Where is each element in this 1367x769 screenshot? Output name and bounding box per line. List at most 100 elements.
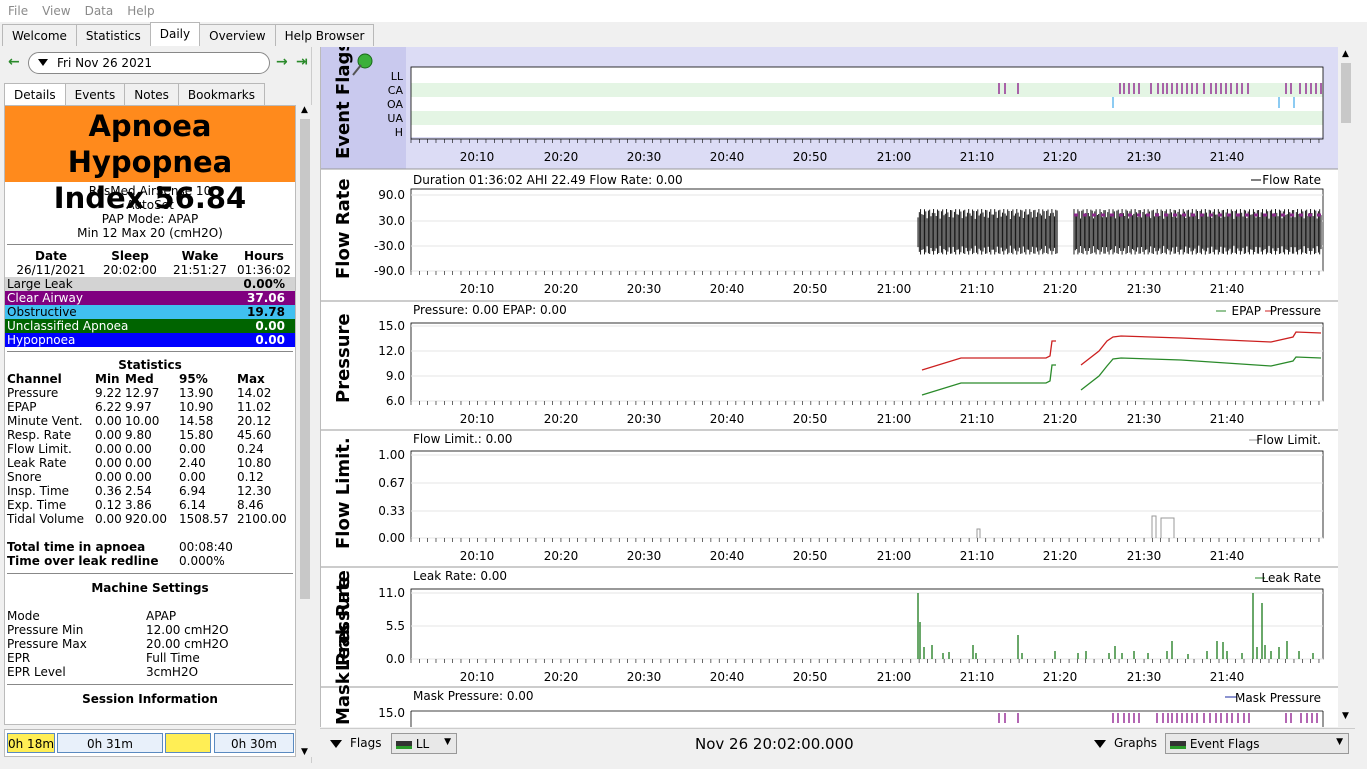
graphs-toggle[interactable]: Graphs [1094, 736, 1157, 750]
x-tick-label: 21:00 [877, 412, 912, 426]
event-summary: Large Leak 0.00% Clear Airway 37.06 Obstruct… [5, 277, 295, 347]
graph-info: Mask Pressure: 0.00 [413, 689, 534, 703]
x-tick-label: 21:20 [1043, 549, 1078, 563]
x-tick-label: 20:40 [710, 670, 745, 684]
tab-daily[interactable]: Daily [149, 22, 201, 46]
statistics-table: Pressure 9.22 12.97 13.90 14.02 EPAP 6.22 9.97 1… [5, 386, 295, 526]
menu-help[interactable]: Help [127, 4, 155, 18]
divider [7, 573, 293, 574]
x-tick-label: 21:30 [1127, 412, 1162, 426]
pressure-line [1080, 331, 1322, 366]
flag-row-label: LL [391, 70, 404, 83]
legend-label: Flow Limit. [1256, 433, 1321, 447]
graph-info: Flow Limit.: 0.00 [413, 432, 512, 446]
tab-bookmarks[interactable]: Bookmarks [177, 83, 265, 105]
legend-label: Mask Pressure [1235, 691, 1321, 705]
machine-model: ResMed AirSense 10 [88, 184, 212, 198]
details-scrollbar[interactable]: ▲ ▼ [298, 105, 312, 757]
y-tick-label: 15.0 [378, 319, 405, 333]
scrollbar-thumb[interactable] [300, 119, 310, 599]
scrollbar-thumb[interactable] [1341, 63, 1351, 123]
x-tick-label: 20:50 [793, 549, 828, 563]
x-tick-label: 21:10 [960, 150, 995, 164]
session-block[interactable]: 0h 31m [57, 733, 163, 753]
tab-statistics[interactable]: Statistics [75, 24, 151, 46]
tab-details[interactable]: Details [4, 83, 66, 105]
session-block[interactable] [165, 733, 211, 753]
y-tick-label: 1.00 [378, 448, 405, 462]
machine-settings-title: Machine Settings [91, 581, 209, 595]
prev-day-icon[interactable]: ← [8, 54, 20, 70]
x-tick-label: 21:20 [1043, 150, 1078, 164]
session-block[interactable]: 0h 18m [7, 733, 55, 753]
graph-title: Flow Limit. [333, 437, 354, 549]
session-info-title: Session Information [82, 692, 218, 706]
setting-row: Pressure Min 12.00 cmH2O [7, 623, 229, 637]
menu-file[interactable]: File [8, 4, 29, 18]
flow-limit-line [976, 515, 1175, 538]
menu-data[interactable]: Data [84, 4, 114, 18]
statistics-title: Statistics [118, 358, 182, 372]
x-tick-label: 21:30 [1127, 670, 1162, 684]
graphs-dropdown-icon [1094, 739, 1106, 748]
session-block[interactable]: 0h 30m [214, 733, 294, 753]
x-tick-label: 20:40 [710, 549, 745, 563]
x-tick-label: 21:10 [960, 282, 995, 296]
x-tick-label: 20:20 [544, 670, 579, 684]
x-tick-label: 20:30 [627, 670, 662, 684]
flag-row-band [411, 111, 1323, 125]
statistics-row: Pressure 9.22 12.97 13.90 14.02 [7, 386, 272, 400]
statistics-row: Exp. Time 0.12 3.86 6.14 8.46 [7, 498, 264, 512]
date-picker[interactable]: Fri Nov 26 2021 [28, 52, 270, 74]
detail-tabs: Details Events Notes Bookmarks [4, 83, 265, 105]
x-tick-label: 21:00 [877, 670, 912, 684]
setting-row: EPR Full Time [7, 651, 200, 665]
y-tick-label: 0.00 [378, 531, 405, 545]
statistics-row: Snore 0.00 0.00 0.00 0.12 [7, 470, 264, 484]
graph-title: Mask Pressure [333, 576, 354, 725]
chevron-down-icon: ▼ [444, 737, 451, 747]
flag-swatch-icon [396, 740, 412, 749]
x-tick-label: 20:50 [793, 150, 828, 164]
flags-toggle[interactable]: Flags [330, 736, 381, 750]
y-tick-label: 6.0 [386, 394, 405, 408]
legend-label: EPAP [1232, 304, 1262, 318]
x-tick-label: 21:40 [1210, 549, 1245, 563]
divider [7, 684, 293, 685]
scroll-down-icon[interactable]: ▼ [301, 747, 308, 757]
graph-info: Duration 01:36:02 AHI 22.49 Flow Rate: 0… [413, 173, 683, 187]
graphs-scrollbar[interactable]: ▲ ▼ [1338, 47, 1354, 727]
tab-events[interactable]: Events [64, 83, 126, 105]
calendar-dropdown-icon[interactable] [38, 59, 48, 66]
statistics-row: Leak Rate 0.00 0.00 2.40 10.80 [7, 456, 272, 470]
scroll-up-icon[interactable]: ▲ [1342, 49, 1349, 59]
flag-row-label: UA [387, 112, 403, 125]
menu-bar: File View Data Help [0, 0, 1367, 22]
plot-frame [410, 588, 1324, 660]
y-tick-label: 11.0 [378, 586, 405, 600]
x-tick-label: 20:10 [460, 282, 495, 296]
scroll-up-icon[interactable]: ▲ [301, 105, 308, 115]
x-tick-label: 21:20 [1043, 412, 1078, 426]
scroll-down-icon[interactable]: ▼ [1342, 711, 1349, 721]
flags-select[interactable]: LL ▼ [391, 733, 457, 754]
tab-help-browser[interactable]: Help Browser [274, 24, 375, 46]
tab-notes[interactable]: Notes [124, 83, 179, 105]
bottom-bar: Flags LL ▼ Nov 26 20:02:00.000 Graphs Ev… [320, 728, 1355, 758]
divider [7, 351, 293, 352]
tab-overview[interactable]: Overview [199, 24, 276, 46]
flag-row-label: H [395, 126, 403, 139]
next-day-icon[interactable]: → [276, 54, 288, 70]
x-tick-label: 21:00 [877, 549, 912, 563]
menu-view[interactable]: View [42, 4, 71, 18]
flag-row-label: OA [387, 98, 403, 111]
y-tick-label: 12.0 [378, 344, 405, 358]
tab-welcome[interactable]: Welcome [2, 24, 77, 46]
details-panel: Apnoea Hypopnea Index 56.84 ResMed AirSe… [4, 105, 296, 725]
flag-row-label: CA [388, 84, 404, 97]
last-day-icon[interactable]: ⇥ [296, 54, 308, 70]
graphs-select[interactable]: Event Flags ▼ [1165, 733, 1349, 754]
x-tick-label: 20:10 [460, 150, 495, 164]
statistics-header: Channel Min Med 95% Max [7, 372, 265, 386]
